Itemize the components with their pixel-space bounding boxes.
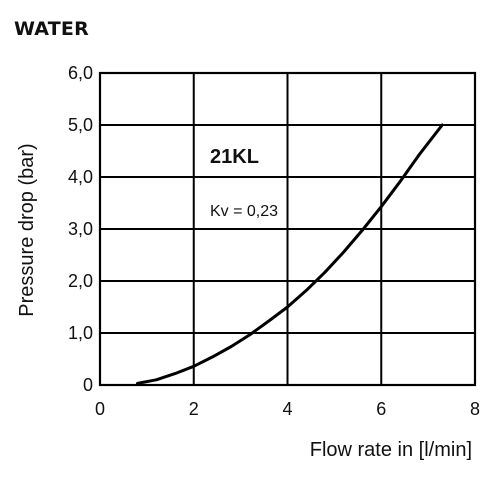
x-tick-label: 4 [282, 399, 292, 419]
x-tick-label: 2 [189, 399, 199, 419]
plot-border [98, 71, 477, 387]
kv-annotation: Kv = 0,23 [210, 203, 278, 220]
y-tick-label: 5,0 [68, 115, 93, 135]
pressure-drop-curve [136, 123, 444, 385]
x-tick-label: 6 [376, 399, 386, 419]
x-tick-label: 8 [470, 399, 480, 419]
y-tick-label: 1,0 [68, 323, 93, 343]
x-tick-label: 0 [95, 399, 105, 419]
product-annotation: 21KL [210, 146, 259, 168]
chart-heading: WATER [14, 18, 89, 40]
plot-frame [98, 71, 477, 387]
y-tick-labels: 0 1,0 2,0 3,0 4,0 5,0 6,0 [68, 63, 93, 395]
y-tick-label: 2,0 [68, 271, 93, 291]
y-tick-label: 3,0 [68, 219, 93, 239]
x-axis-title: Flow rate in [l/min] [310, 439, 472, 461]
y-tick-label: 4,0 [68, 167, 93, 187]
series-layer [136, 123, 444, 385]
y-tick-label: 0 [83, 375, 93, 395]
grid [100, 73, 475, 385]
x-tick-labels: 0 2 4 6 8 [95, 399, 480, 419]
y-axis-title: Pressure drop (bar) [16, 143, 38, 316]
y-tick-label: 6,0 [68, 63, 93, 83]
